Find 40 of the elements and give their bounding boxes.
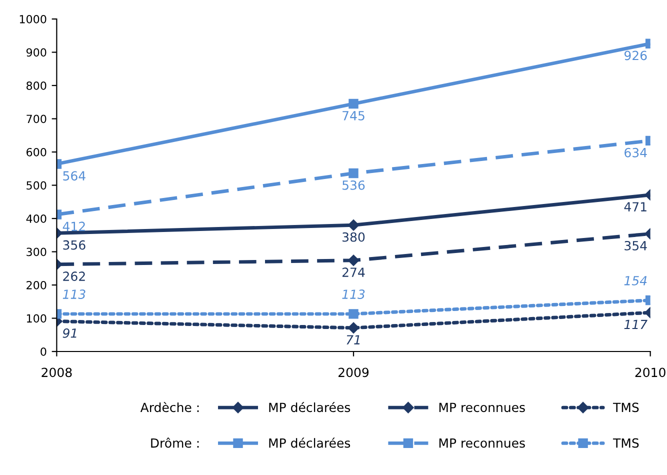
legend-label: TMS [612,402,639,412]
data-label: 117 [624,320,648,330]
legend-label: MP déclarées [269,438,350,448]
y-tick-label: 300 [26,248,46,256]
data-label: 91 [62,328,76,338]
data-label: 471 [624,202,646,212]
legend-label: MP reconnues [439,438,525,448]
y-tick-label: 600 [26,148,46,156]
data-label: 536 [342,180,365,190]
y-tick-label: 400 [26,214,46,223]
text: Ardèche : [140,402,199,412]
data-label: 412 [62,222,85,231]
data-label: 634 [624,148,647,158]
data-label: 354 [624,240,647,250]
y-tick-label: 0 [40,347,46,356]
data-label: 71 [346,335,360,344]
y-tick-label: 900 [26,48,46,57]
y-tick-label: 500 [26,181,46,190]
y-tick-label: 200 [26,280,46,290]
data-label: 745 [342,111,364,120]
data-label: 564 [63,171,86,181]
y-tick-label: 100 [26,314,46,323]
legend-label: MP déclarées [269,402,350,412]
data-label: 113 [342,290,365,300]
data-label: 154 [624,276,647,286]
data-label: 380 [342,232,365,242]
y-tick-label: 800 [26,81,46,90]
y-tick-label: 1000 [20,14,46,24]
data-label: 262 [63,272,85,282]
y-tick-label: 700 [26,114,46,124]
legend-label: MP reconnues [439,402,525,412]
text: Drôme : [151,438,199,448]
x-tick-label: 2010 [635,368,666,378]
x-tick-label: 2009 [338,368,369,378]
data-label: 926 [624,50,647,60]
legend-label: TMS [612,438,639,448]
data-label: 356 [63,240,86,250]
data-label: 113 [62,290,86,300]
data-label: 274 [342,268,365,277]
x-tick-label: 2008 [42,368,72,378]
